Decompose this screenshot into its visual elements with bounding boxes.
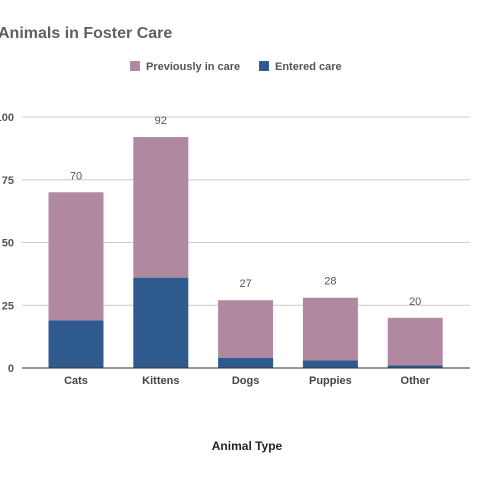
- bar-entered-other: [387, 365, 443, 368]
- legend-swatch: [259, 61, 269, 71]
- bars: [48, 137, 443, 368]
- legend-label: Entered care: [275, 61, 342, 73]
- total-label-cats: 70: [70, 170, 82, 182]
- y-tick-label: 0: [8, 363, 14, 375]
- x-tick-label: Dogs: [232, 375, 260, 387]
- x-axis-ticks: Cats Kittens Dogs Puppies Other: [64, 375, 431, 387]
- x-tick-label: Cats: [64, 375, 88, 387]
- total-labels: 70 92 27 28 20: [70, 115, 421, 308]
- y-axis-ticks: 0 25 50 75 100: [0, 112, 14, 375]
- y-tick-label: 25: [2, 300, 14, 312]
- legend-swatch: [130, 61, 140, 71]
- bar-previous-puppies: [302, 297, 358, 361]
- y-tick-label: 50: [2, 238, 14, 250]
- total-label-other: 20: [409, 296, 421, 308]
- bar-previous-kittens: [133, 137, 189, 278]
- bar-entered-dogs: [218, 357, 274, 368]
- chart-title: Animals in Foster Care: [0, 25, 172, 42]
- y-tick-label: 100: [0, 112, 14, 124]
- bar-previous-cats: [48, 192, 104, 321]
- y-tick-label: 75: [2, 175, 14, 187]
- bar-previous-dogs: [218, 300, 274, 358]
- total-label-kittens: 92: [155, 115, 167, 127]
- bar-entered-kittens: [133, 277, 189, 368]
- bar-entered-cats: [48, 320, 104, 368]
- x-tick-label: Other: [401, 375, 431, 387]
- legend: Previously in care Entered care: [130, 61, 342, 73]
- total-label-puppies: 28: [324, 276, 336, 288]
- x-tick-label: Kittens: [142, 375, 179, 387]
- total-label-dogs: 27: [239, 278, 251, 290]
- bar-previous-other: [387, 317, 443, 366]
- bar-entered-puppies: [302, 360, 358, 368]
- x-axis-label: Animal Type: [212, 439, 283, 453]
- x-tick-label: Puppies: [309, 375, 352, 387]
- legend-label: Previously in care: [146, 61, 240, 73]
